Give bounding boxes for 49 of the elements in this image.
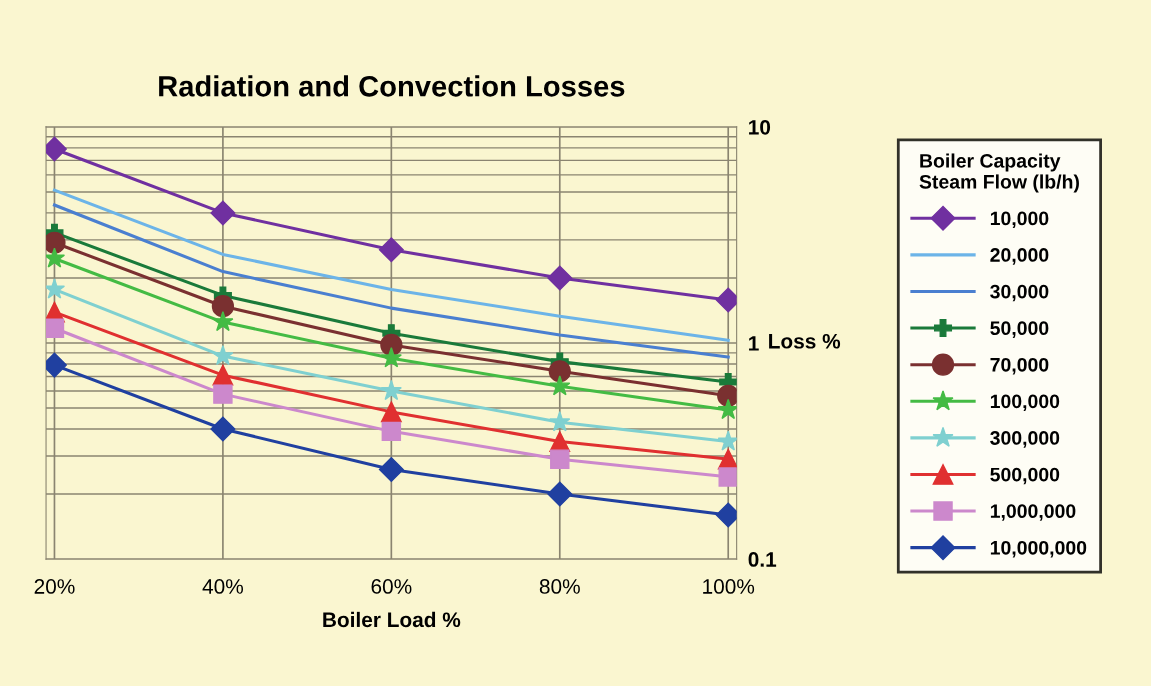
point: [380, 401, 402, 423]
legend-label: 20,000: [990, 248, 1049, 265]
point: [211, 295, 235, 318]
legend-label: 300,000: [990, 431, 1060, 448]
point: [380, 333, 403, 357]
point: [378, 237, 404, 263]
legend-label: 10,000,000: [990, 540, 1087, 558]
legend-title: Boiler Capacity Steam Flow (lb/h): [919, 153, 1079, 193]
point: [381, 421, 402, 442]
point: [210, 200, 236, 226]
y-tick-label: 1: [749, 336, 759, 351]
point: [548, 360, 571, 383]
point: [212, 344, 234, 366]
y-tick-label: 10: [749, 119, 771, 135]
chart-title: Radiation and Convection Losses: [159, 75, 625, 97]
point: [212, 310, 234, 332]
x-tick-label: 100%: [703, 579, 755, 594]
legend-label: 1,000,000: [990, 504, 1076, 521]
point: [380, 379, 402, 401]
line-series: [52, 188, 730, 342]
line-series: [52, 203, 730, 359]
x-tick-label: 60%: [371, 579, 412, 594]
legend-label: 70,000: [990, 357, 1049, 375]
point: [717, 430, 737, 451]
point: [380, 347, 402, 368]
x-axis-title: Boiler Load %: [323, 611, 461, 628]
point: [717, 398, 737, 420]
point: [549, 375, 571, 396]
x-tick-label: 40%: [202, 579, 244, 594]
point: [547, 265, 573, 291]
legend-label: 50,000: [990, 321, 1049, 338]
point: [549, 411, 571, 432]
x-tick-label: 80%: [539, 579, 580, 594]
point: [547, 481, 573, 507]
point: [210, 416, 236, 442]
point: [550, 449, 570, 469]
y-tick-label: 0.1: [748, 552, 777, 567]
point: [46, 247, 66, 268]
point: [46, 278, 66, 299]
point: [718, 467, 737, 487]
point: [213, 384, 233, 404]
x-tick-label: 20%: [34, 579, 75, 594]
point: [378, 456, 404, 482]
legend-label: 500,000: [990, 467, 1060, 485]
legend-label: 10,000: [990, 211, 1049, 229]
legend-label: 100,000: [990, 394, 1060, 412]
legend-label: 30,000: [990, 284, 1049, 302]
point: [46, 318, 65, 338]
y-axis-title: Loss %: [769, 333, 841, 349]
